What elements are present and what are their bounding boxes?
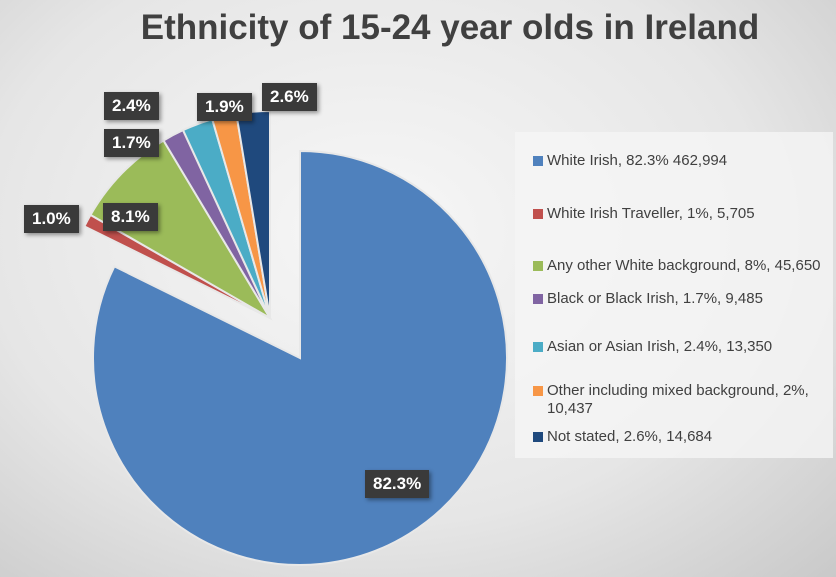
legend-label: Black or Black Irish, 1.7%, 9,485 bbox=[547, 290, 763, 307]
legend-label: White Irish, 82.3% 462,994 bbox=[547, 152, 728, 169]
legend-item: Asian or Asian Irish, 2.4%, 13,350 bbox=[533, 338, 836, 356]
legend-label: Any other White background, 8%, 45,650 bbox=[547, 257, 821, 274]
legend-label: White Irish Traveller, 1%, 5,705 bbox=[547, 205, 755, 222]
legend-swatch bbox=[533, 294, 543, 304]
legend: White Irish, 82.3% 462,994 White Irish Tr… bbox=[515, 132, 833, 458]
data-label: 1.9% bbox=[197, 93, 252, 121]
legend-label: Not stated, 2.6%, 14,684 bbox=[547, 428, 713, 445]
legend-item: White Irish Traveller, 1%, 5,705 bbox=[533, 205, 836, 223]
legend-item: Not stated, 2.6%, 14,684 bbox=[533, 428, 836, 446]
legend-swatch bbox=[533, 209, 543, 219]
data-label: 8.1% bbox=[103, 203, 158, 231]
legend-swatch bbox=[533, 156, 543, 166]
legend-item: Other including mixed background, 2%, 10… bbox=[533, 382, 836, 418]
legend-label: Asian or Asian Irish, 2.4%, 13,350 bbox=[547, 338, 773, 355]
data-label: 2.6% bbox=[262, 83, 317, 111]
legend-item: Any other White background, 8%, 45,650 bbox=[533, 257, 836, 275]
legend-label: Other including mixed background, 2%, 10… bbox=[547, 382, 809, 417]
legend-swatch bbox=[533, 261, 543, 271]
chart-title: Ethnicity of 15-24 year olds in Ireland bbox=[140, 8, 760, 47]
legend-item: White Irish, 82.3% 462,994 bbox=[533, 152, 836, 170]
legend-swatch bbox=[533, 386, 543, 396]
pie-slice-any-other-white-background bbox=[89, 139, 273, 321]
data-label: 82.3% bbox=[365, 470, 430, 498]
legend-item: Black or Black Irish, 1.7%, 9,485 bbox=[533, 290, 836, 308]
data-label: 1.0% bbox=[24, 205, 79, 233]
legend-swatch bbox=[533, 342, 543, 352]
legend-swatch bbox=[533, 432, 543, 442]
data-label: 2.4% bbox=[104, 92, 159, 120]
data-label: 1.7% bbox=[104, 129, 159, 157]
pie-slice-white-irish bbox=[92, 149, 508, 566]
